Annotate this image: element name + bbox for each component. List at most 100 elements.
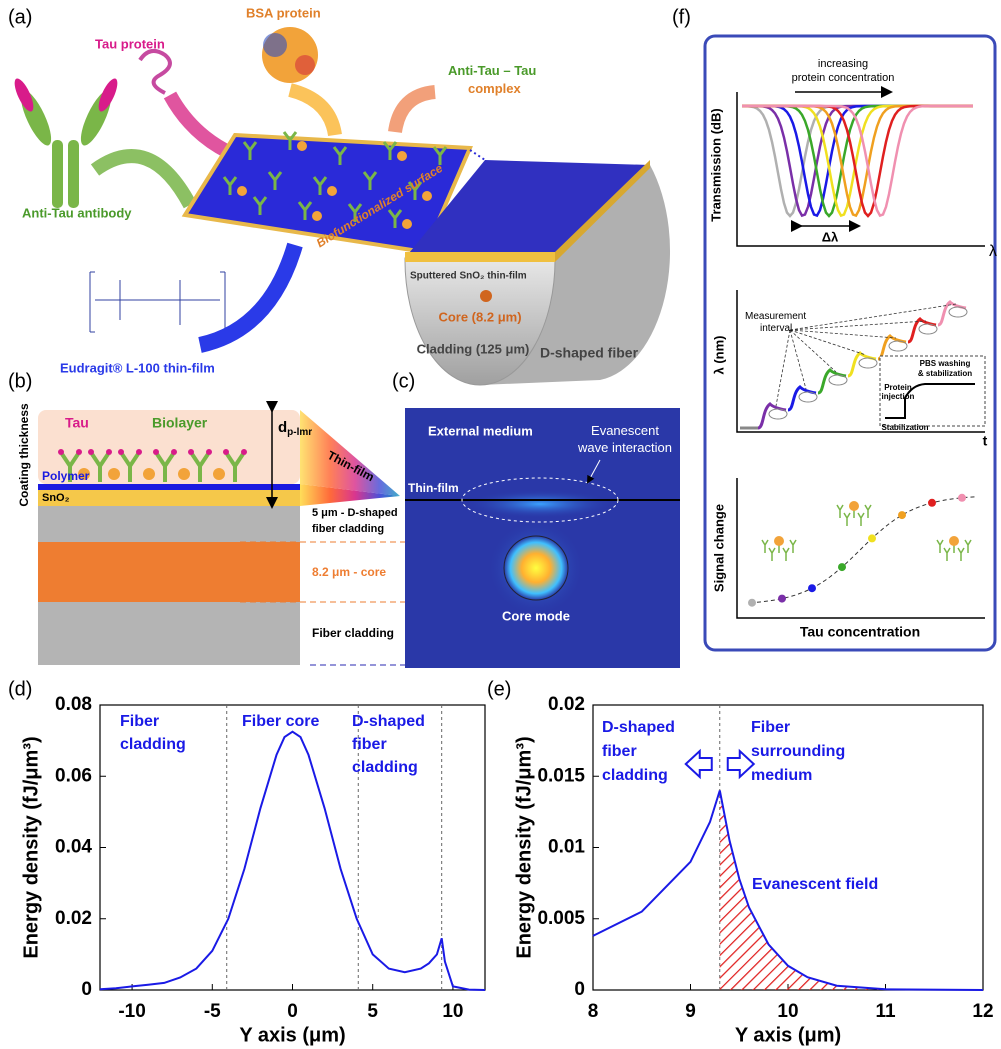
annotation: Evanescent field bbox=[752, 876, 878, 893]
interval-mark bbox=[889, 341, 907, 351]
panel-label: (a) bbox=[8, 6, 32, 28]
axis-label: Tau concentration bbox=[800, 624, 920, 640]
x-tick-label: 10 bbox=[442, 1001, 463, 1022]
tip bbox=[118, 449, 124, 455]
annotation: Fiber core bbox=[242, 713, 319, 730]
tip bbox=[223, 449, 229, 455]
bsa-glyph bbox=[143, 468, 155, 480]
dose-marker bbox=[838, 563, 846, 571]
panel-label: (d) bbox=[8, 678, 32, 700]
y-tick-label: 0.02 bbox=[55, 908, 92, 929]
bsa-glyph bbox=[422, 191, 432, 201]
interval-pointer bbox=[790, 330, 836, 372]
panel-label: (c) bbox=[392, 370, 415, 392]
dose-marker bbox=[958, 494, 966, 502]
label: increasingprotein concentration bbox=[792, 58, 895, 84]
x-tick-label: 9 bbox=[685, 1001, 696, 1022]
bsa-glyph bbox=[327, 186, 337, 196]
axis-label: Transmission (dB) bbox=[708, 108, 723, 221]
interval-pointer bbox=[790, 330, 866, 355]
tip bbox=[188, 449, 194, 455]
sensorgram-step bbox=[758, 404, 786, 428]
annotation: D-shaped bbox=[352, 713, 425, 730]
annotation: cladding bbox=[352, 759, 418, 776]
dose-marker bbox=[898, 511, 906, 519]
label: PBS washing& stabilization bbox=[918, 359, 972, 378]
annotation: fiber bbox=[602, 743, 637, 760]
sensorgram-step bbox=[848, 353, 876, 376]
y-tick-label: 0.01 bbox=[548, 837, 585, 858]
tip bbox=[76, 449, 82, 455]
label: Δλ bbox=[822, 229, 839, 244]
label: SnO₂ bbox=[42, 492, 70, 504]
x-tick-label: 11 bbox=[875, 1001, 896, 1022]
interval-mark bbox=[949, 307, 967, 317]
bsa-glyph bbox=[949, 536, 959, 546]
y-tick-label: 0.04 bbox=[55, 837, 92, 858]
tip bbox=[106, 449, 112, 455]
dose-marker bbox=[778, 595, 786, 603]
bsa-glyph bbox=[108, 468, 120, 480]
x-tick-label: 0 bbox=[287, 1001, 298, 1022]
bsa-glyph bbox=[213, 468, 225, 480]
cladding-layer bbox=[38, 602, 300, 665]
complex-glyph bbox=[762, 540, 768, 553]
label: Fiber cladding bbox=[312, 626, 394, 640]
connector bbox=[470, 150, 485, 160]
dose-marker bbox=[808, 584, 816, 592]
axis-label: t bbox=[983, 433, 988, 449]
fiber-label: D-shaped fiber bbox=[540, 345, 639, 361]
x-axis-label: Y axis (μm) bbox=[735, 1024, 841, 1046]
arrow bbox=[200, 245, 295, 345]
energy-curve bbox=[100, 732, 485, 990]
label: Tau bbox=[65, 415, 89, 431]
label: Anti-Tau antibody bbox=[22, 205, 132, 220]
interval-pointer bbox=[790, 321, 926, 330]
x-tick-label: 8 bbox=[588, 1001, 599, 1022]
annotation: D-shaped bbox=[602, 719, 675, 736]
interval-mark bbox=[919, 324, 937, 334]
label: 8.2 μm - core bbox=[312, 565, 386, 579]
core-mode bbox=[504, 536, 568, 600]
page: {"panels":{ "a":{"label":"(a)","tau_prot… bbox=[0, 0, 1001, 1049]
sensorgram-step bbox=[818, 370, 846, 393]
x-tick-label: 12 bbox=[972, 1001, 993, 1022]
x-axis-label: Y axis (μm) bbox=[239, 1024, 345, 1046]
tau-icon bbox=[140, 51, 170, 93]
complex-glyph bbox=[865, 505, 871, 518]
arrow bbox=[95, 156, 190, 205]
interval-mark bbox=[769, 409, 787, 419]
direction-arrow bbox=[686, 751, 712, 777]
label: External medium bbox=[428, 423, 533, 438]
annotation: Fiber bbox=[751, 719, 790, 736]
arrow bbox=[395, 92, 435, 132]
direction-arrow bbox=[728, 751, 754, 777]
label: Thin-film bbox=[408, 481, 459, 495]
panel-label: (e) bbox=[487, 678, 511, 700]
complex-glyph bbox=[937, 540, 943, 553]
complex-glyph bbox=[790, 540, 796, 553]
sno2-layer bbox=[38, 490, 300, 506]
interval-mark bbox=[829, 375, 847, 385]
tip bbox=[241, 449, 247, 455]
annotation: cladding bbox=[120, 736, 186, 753]
complex-glyph bbox=[958, 548, 964, 561]
complex-glyph bbox=[837, 505, 843, 518]
tip bbox=[58, 449, 64, 455]
y-tick-label: 0.015 bbox=[537, 765, 585, 786]
annotation: cladding bbox=[602, 767, 668, 784]
fiber-label: Core (8.2 μm) bbox=[438, 309, 521, 324]
bsa-icon bbox=[262, 27, 318, 83]
bsa-glyph bbox=[397, 151, 407, 161]
interval-pointer bbox=[776, 330, 790, 406]
bsa-glyph bbox=[178, 468, 190, 480]
y-tick-label: 0 bbox=[574, 979, 585, 1000]
label: Biolayer bbox=[152, 415, 208, 431]
figure: (a) Biofunctionalized surface Sputtered … bbox=[0, 0, 1001, 1049]
y-tick-label: 0 bbox=[81, 979, 92, 1000]
complex-glyph bbox=[769, 548, 775, 561]
label: Core mode bbox=[502, 608, 570, 623]
